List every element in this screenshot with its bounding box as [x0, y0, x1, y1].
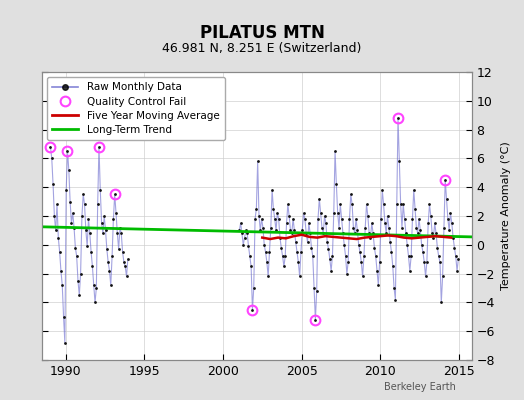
Y-axis label: Temperature Anomaly (°C): Temperature Anomaly (°C) [500, 142, 510, 290]
Text: Berkeley Earth: Berkeley Earth [384, 382, 456, 392]
Text: 46.981 N, 8.251 E (Switzerland): 46.981 N, 8.251 E (Switzerland) [162, 42, 362, 55]
Legend: Raw Monthly Data, Quality Control Fail, Five Year Moving Average, Long-Term Tren: Raw Monthly Data, Quality Control Fail, … [47, 77, 225, 140]
Text: PILATUS MTN: PILATUS MTN [200, 24, 324, 42]
